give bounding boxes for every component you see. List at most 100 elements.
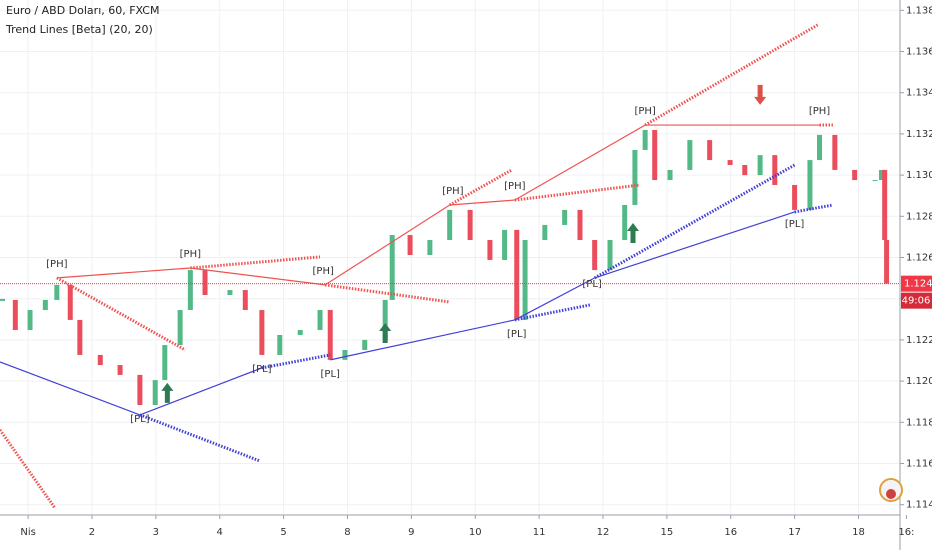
candle (97, 354, 103, 366)
trend-line (449, 199, 515, 206)
candle (42, 299, 48, 311)
candle (117, 365, 123, 375)
trend-line-extension (139, 413, 261, 463)
y-tick-label: 1.12800 (906, 211, 932, 222)
candle (227, 290, 233, 295)
x-tick-label: 15 (660, 527, 673, 538)
candle (427, 239, 433, 256)
candle (577, 209, 583, 240)
candle (542, 224, 548, 240)
candle (317, 310, 323, 331)
candle (592, 239, 598, 271)
pivot-label: [PL] (582, 279, 602, 290)
candle (622, 204, 628, 240)
candle (137, 374, 143, 405)
y-tick-label: 1.11800 (906, 417, 932, 428)
candle (67, 284, 73, 320)
candle (27, 310, 33, 331)
plot: [PH] [PH] [PH] [PH] [PH] [PH] [PH] [PL] [PL] [PL]… (0, 23, 900, 509)
candle (12, 299, 18, 331)
candle (792, 184, 798, 210)
trend-line-extension (56, 276, 186, 352)
pivot-label: [PL] (321, 369, 341, 380)
signal-arrow (379, 322, 392, 343)
countdown-label: 49:06 (902, 296, 931, 307)
signal-arrow (627, 223, 640, 244)
grid (0, 0, 900, 515)
candle (242, 290, 248, 311)
x-tick-label: 17 (788, 527, 801, 538)
y-tick-label: 1.11600 (906, 459, 932, 470)
candle (177, 310, 183, 346)
pivot-label: [PH] (809, 106, 830, 117)
candle (202, 270, 208, 295)
trend-line (190, 267, 326, 286)
trend-line-extension (794, 203, 834, 214)
y-tick-label: 1.11400 (906, 500, 932, 511)
axes: 1.11400 1.11600 1.11800 1.12000 1.12200 1.124… (20, 5, 932, 538)
candle (259, 310, 265, 355)
x-tick-label: 16 (724, 527, 737, 538)
candle (884, 239, 890, 284)
y-tick-label: 1.12000 (906, 376, 932, 387)
candle (878, 169, 884, 181)
candle (514, 229, 520, 320)
logo-inner (886, 489, 896, 499)
indicator-title: Trend Lines [Beta] (20, 20) (5, 23, 153, 36)
candle (872, 180, 878, 182)
x-tick-label: 8 (344, 527, 350, 538)
trend-line (594, 211, 795, 279)
pivot-label: [PL] (130, 414, 150, 425)
pivot-label: [PH] (46, 259, 67, 270)
pivot-label: [PH] (504, 181, 525, 192)
candle (807, 160, 813, 210)
x-tick-label: 9 (408, 527, 414, 538)
x-tick-label: 12 (597, 527, 610, 538)
trend-line-extension (190, 255, 321, 270)
candle (407, 235, 413, 256)
candle (389, 235, 395, 300)
trend-line-extension (514, 183, 641, 202)
trend-line (330, 319, 515, 361)
pivot-label: [PH] (442, 186, 463, 197)
y-tick-label: 1.13800 (906, 5, 932, 16)
logo (879, 478, 903, 502)
x-tick-label: Nis (20, 527, 35, 538)
y-tick-label: 1.13600 (906, 47, 932, 58)
trend-line-extension (644, 23, 819, 127)
candle (607, 239, 613, 271)
pivot-label: [PH] (634, 106, 655, 117)
candle (522, 239, 528, 320)
candle (727, 160, 733, 166)
candle (817, 134, 823, 161)
pivot-label: [PL] (252, 364, 272, 375)
trend-line-extension (0, 429, 57, 509)
x-tick-label: 16: (898, 527, 914, 538)
trend-line (139, 367, 263, 416)
trend-line (514, 277, 595, 321)
candle (77, 319, 83, 355)
trend-line-extension (514, 303, 591, 322)
y-tick-label: 1.12200 (906, 335, 932, 346)
candle (382, 299, 388, 340)
candle (54, 284, 60, 300)
pivot-label: [PL] (785, 219, 805, 230)
candle (632, 149, 638, 205)
x-tick-label: 5 (280, 527, 286, 538)
pivot-label: [PH] (313, 266, 334, 277)
x-tick-label: 2 (89, 527, 95, 538)
trend-line (514, 124, 646, 201)
x-tick-label: 18 (852, 527, 865, 538)
candle (707, 140, 713, 161)
signal-arrow (161, 382, 174, 403)
candle (277, 334, 283, 355)
last-price-box (901, 275, 932, 292)
signal-arrow (754, 84, 767, 105)
pivot-label: [PH] (180, 249, 201, 260)
pivot-label: [PL] (507, 329, 527, 340)
candle (652, 129, 658, 181)
candle (667, 169, 673, 181)
trend-line (0, 361, 141, 416)
